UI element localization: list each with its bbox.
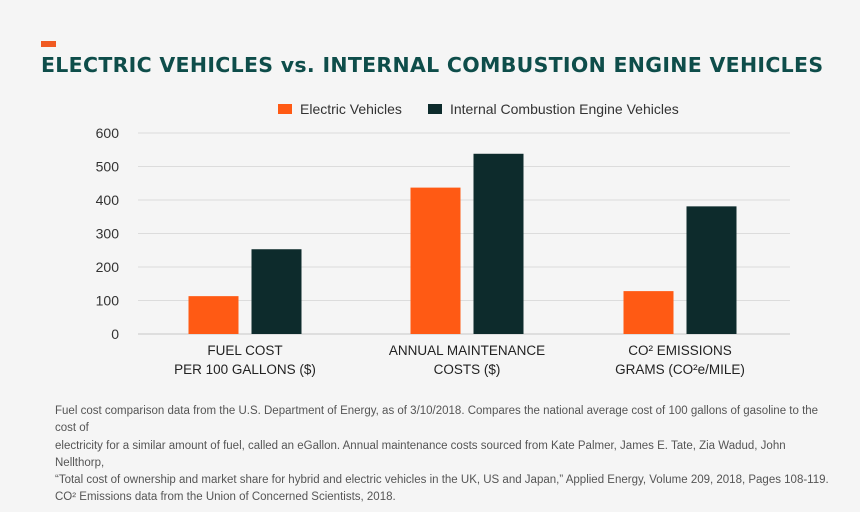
- legend-swatch-ice: [427, 104, 442, 114]
- bar-ice: [251, 249, 302, 334]
- bar-chart: 0 100 200 300 400 500 600 FUEL COST PER 100 GALL…: [96, 125, 790, 377]
- legend: Electric Vehicles Internal Combustion En…: [278, 101, 705, 117]
- footnote: Fuel cost comparison data from the U.S. …: [55, 403, 830, 507]
- y-tick-label: 100: [96, 293, 120, 309]
- y-tick-label: 500: [96, 159, 120, 175]
- x-category-label: FUEL COST: [207, 343, 282, 358]
- bar-ice: [473, 153, 524, 334]
- legend-item-ice: Internal Combustion Engine Vehicles: [427, 101, 679, 117]
- legend-swatch-ev: [278, 104, 292, 114]
- y-tick-label: 600: [96, 125, 120, 141]
- footnote-line: “Total cost of ownership and market shar…: [55, 474, 829, 487]
- chart-title: ELECTRIC VEHICLES vs. INTERNAL COMBUSTIO…: [41, 53, 824, 77]
- bar-ice: [686, 206, 737, 334]
- y-tick-label: 300: [96, 226, 120, 242]
- footnote-line: CO² Emissions data from the Union of Con…: [55, 491, 396, 504]
- bar-ev: [623, 291, 674, 334]
- bar-ev: [410, 187, 461, 334]
- x-category-label: CO² EMISSIONS: [628, 343, 732, 358]
- x-category-label: PER 100 GALLONS ($): [174, 362, 316, 377]
- footnote-line: Fuel cost comparison data from the U.S. …: [55, 405, 819, 435]
- legend-label-ice: Internal Combustion Engine Vehicles: [449, 101, 679, 117]
- y-tick-label: 400: [96, 192, 120, 208]
- y-tick-label: 200: [96, 259, 120, 275]
- legend-item-ev: Electric Vehicles: [278, 101, 402, 117]
- x-category-label: ANNUAL MAINTENANCE: [389, 343, 545, 358]
- bar-ev: [188, 296, 239, 334]
- y-tick-label: 0: [111, 326, 119, 342]
- x-category-label: GRAMS (CO²e/MILE): [615, 362, 745, 377]
- legend-label-ev: Electric Vehicles: [300, 101, 402, 117]
- x-category-label: COSTS ($): [434, 362, 501, 377]
- footnote-line: electricity for a similar amount of fuel…: [55, 439, 786, 469]
- accent-bar: [41, 41, 56, 47]
